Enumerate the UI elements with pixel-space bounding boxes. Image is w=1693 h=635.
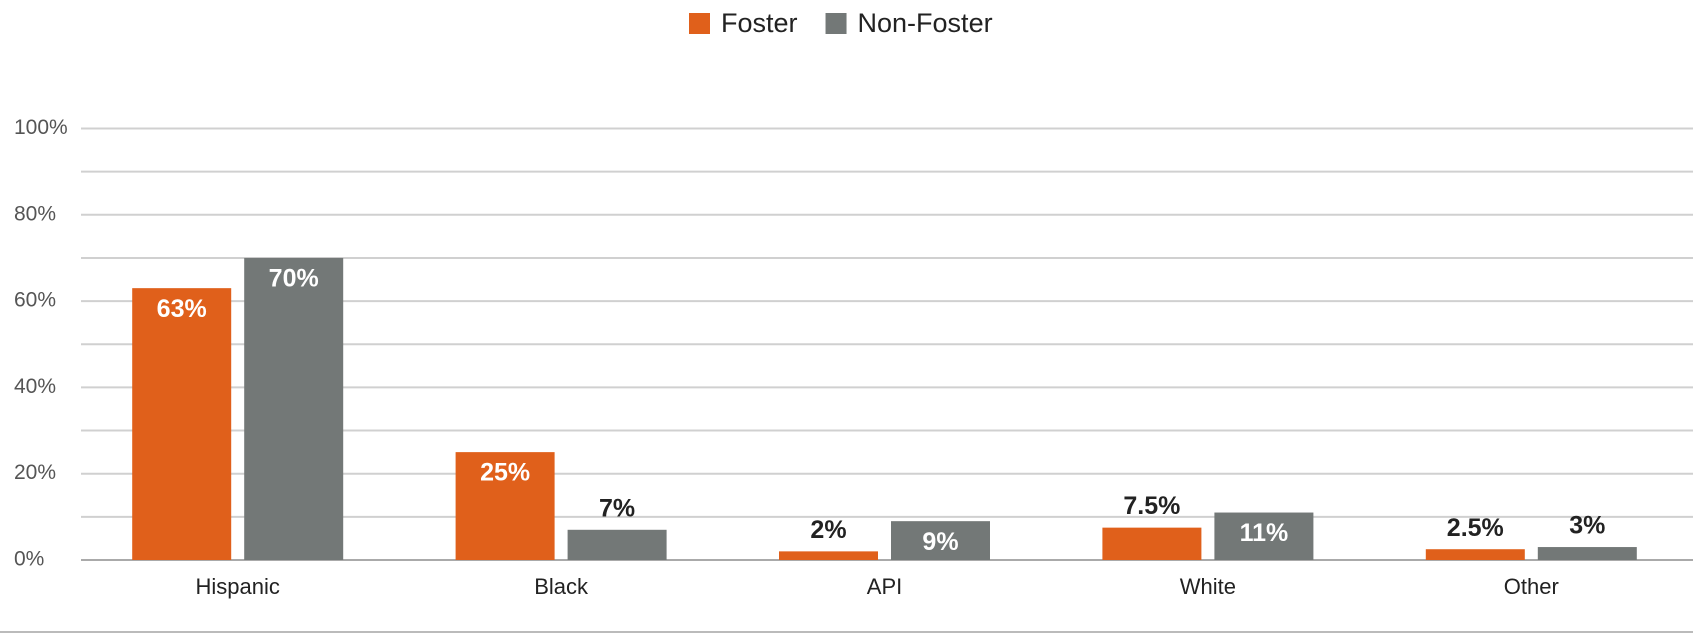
value-label: 11% (1240, 519, 1289, 547)
legend-swatch (825, 13, 847, 34)
value-label: 25% (480, 459, 530, 487)
value-label: 9% (922, 528, 958, 556)
y-tick-label: 20% (14, 461, 56, 484)
x-tick-label: Black (534, 574, 589, 599)
value-label: 2% (810, 516, 846, 544)
y-tick-label: 40% (14, 375, 56, 398)
bar (244, 257, 344, 560)
bar (132, 288, 232, 560)
value-label: 7% (599, 494, 635, 522)
bar (1425, 549, 1525, 560)
value-label: 3% (1569, 512, 1605, 540)
bar (1102, 527, 1202, 560)
value-label: 2.5% (1447, 514, 1504, 542)
y-tick-label: 80% (14, 202, 56, 225)
x-tick-label: API (867, 574, 902, 599)
x-tick-label: Other (1504, 574, 1559, 599)
value-label: 7.5% (1123, 492, 1180, 520)
bar (455, 452, 555, 560)
x-tick-label: White (1180, 574, 1236, 599)
bar (1537, 547, 1637, 560)
value-label: 63% (157, 295, 207, 323)
bar (779, 551, 878, 560)
y-tick-label: 100% (14, 116, 68, 139)
legend-label: Foster (721, 8, 798, 38)
bar (567, 529, 667, 560)
bar (1214, 512, 1314, 560)
x-tick-label: Hispanic (196, 574, 280, 599)
y-tick-label: 0% (14, 548, 44, 571)
value-label: 70% (269, 265, 319, 293)
legend-label: Non-Foster (858, 8, 993, 38)
y-tick-label: 60% (14, 289, 56, 312)
legend-swatch (689, 13, 710, 34)
bar (891, 521, 990, 560)
